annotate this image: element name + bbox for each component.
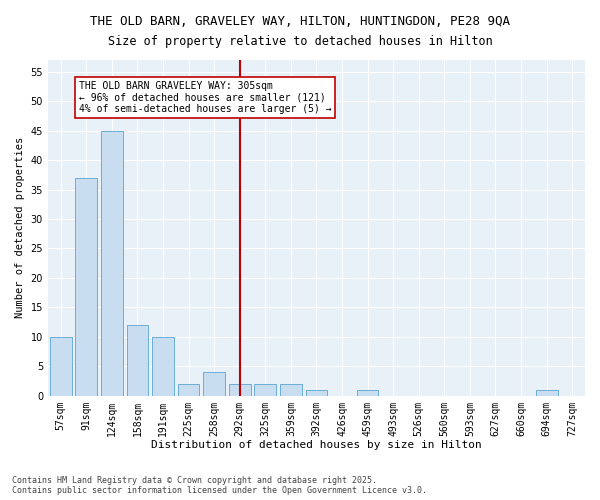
Text: THE OLD BARN, GRAVELEY WAY, HILTON, HUNTINGDON, PE28 9QA: THE OLD BARN, GRAVELEY WAY, HILTON, HUNT… — [90, 15, 510, 28]
Bar — [357, 390, 379, 396]
Bar — [229, 384, 251, 396]
Bar — [254, 384, 276, 396]
X-axis label: Distribution of detached houses by size in Hilton: Distribution of detached houses by size … — [151, 440, 482, 450]
Bar — [536, 390, 557, 396]
Bar — [50, 337, 71, 396]
Text: Size of property relative to detached houses in Hilton: Size of property relative to detached ho… — [107, 35, 493, 48]
Bar — [152, 337, 174, 396]
Bar — [203, 372, 225, 396]
Text: THE OLD BARN GRAVELEY WAY: 305sqm
← 96% of detached houses are smaller (121)
4% : THE OLD BARN GRAVELEY WAY: 305sqm ← 96% … — [79, 80, 331, 114]
Bar — [101, 130, 123, 396]
Y-axis label: Number of detached properties: Number of detached properties — [15, 137, 25, 318]
Bar — [280, 384, 302, 396]
Bar — [178, 384, 199, 396]
Bar — [305, 390, 328, 396]
Bar — [76, 178, 97, 396]
Bar — [127, 325, 148, 396]
Text: Contains HM Land Registry data © Crown copyright and database right 2025.
Contai: Contains HM Land Registry data © Crown c… — [12, 476, 427, 495]
